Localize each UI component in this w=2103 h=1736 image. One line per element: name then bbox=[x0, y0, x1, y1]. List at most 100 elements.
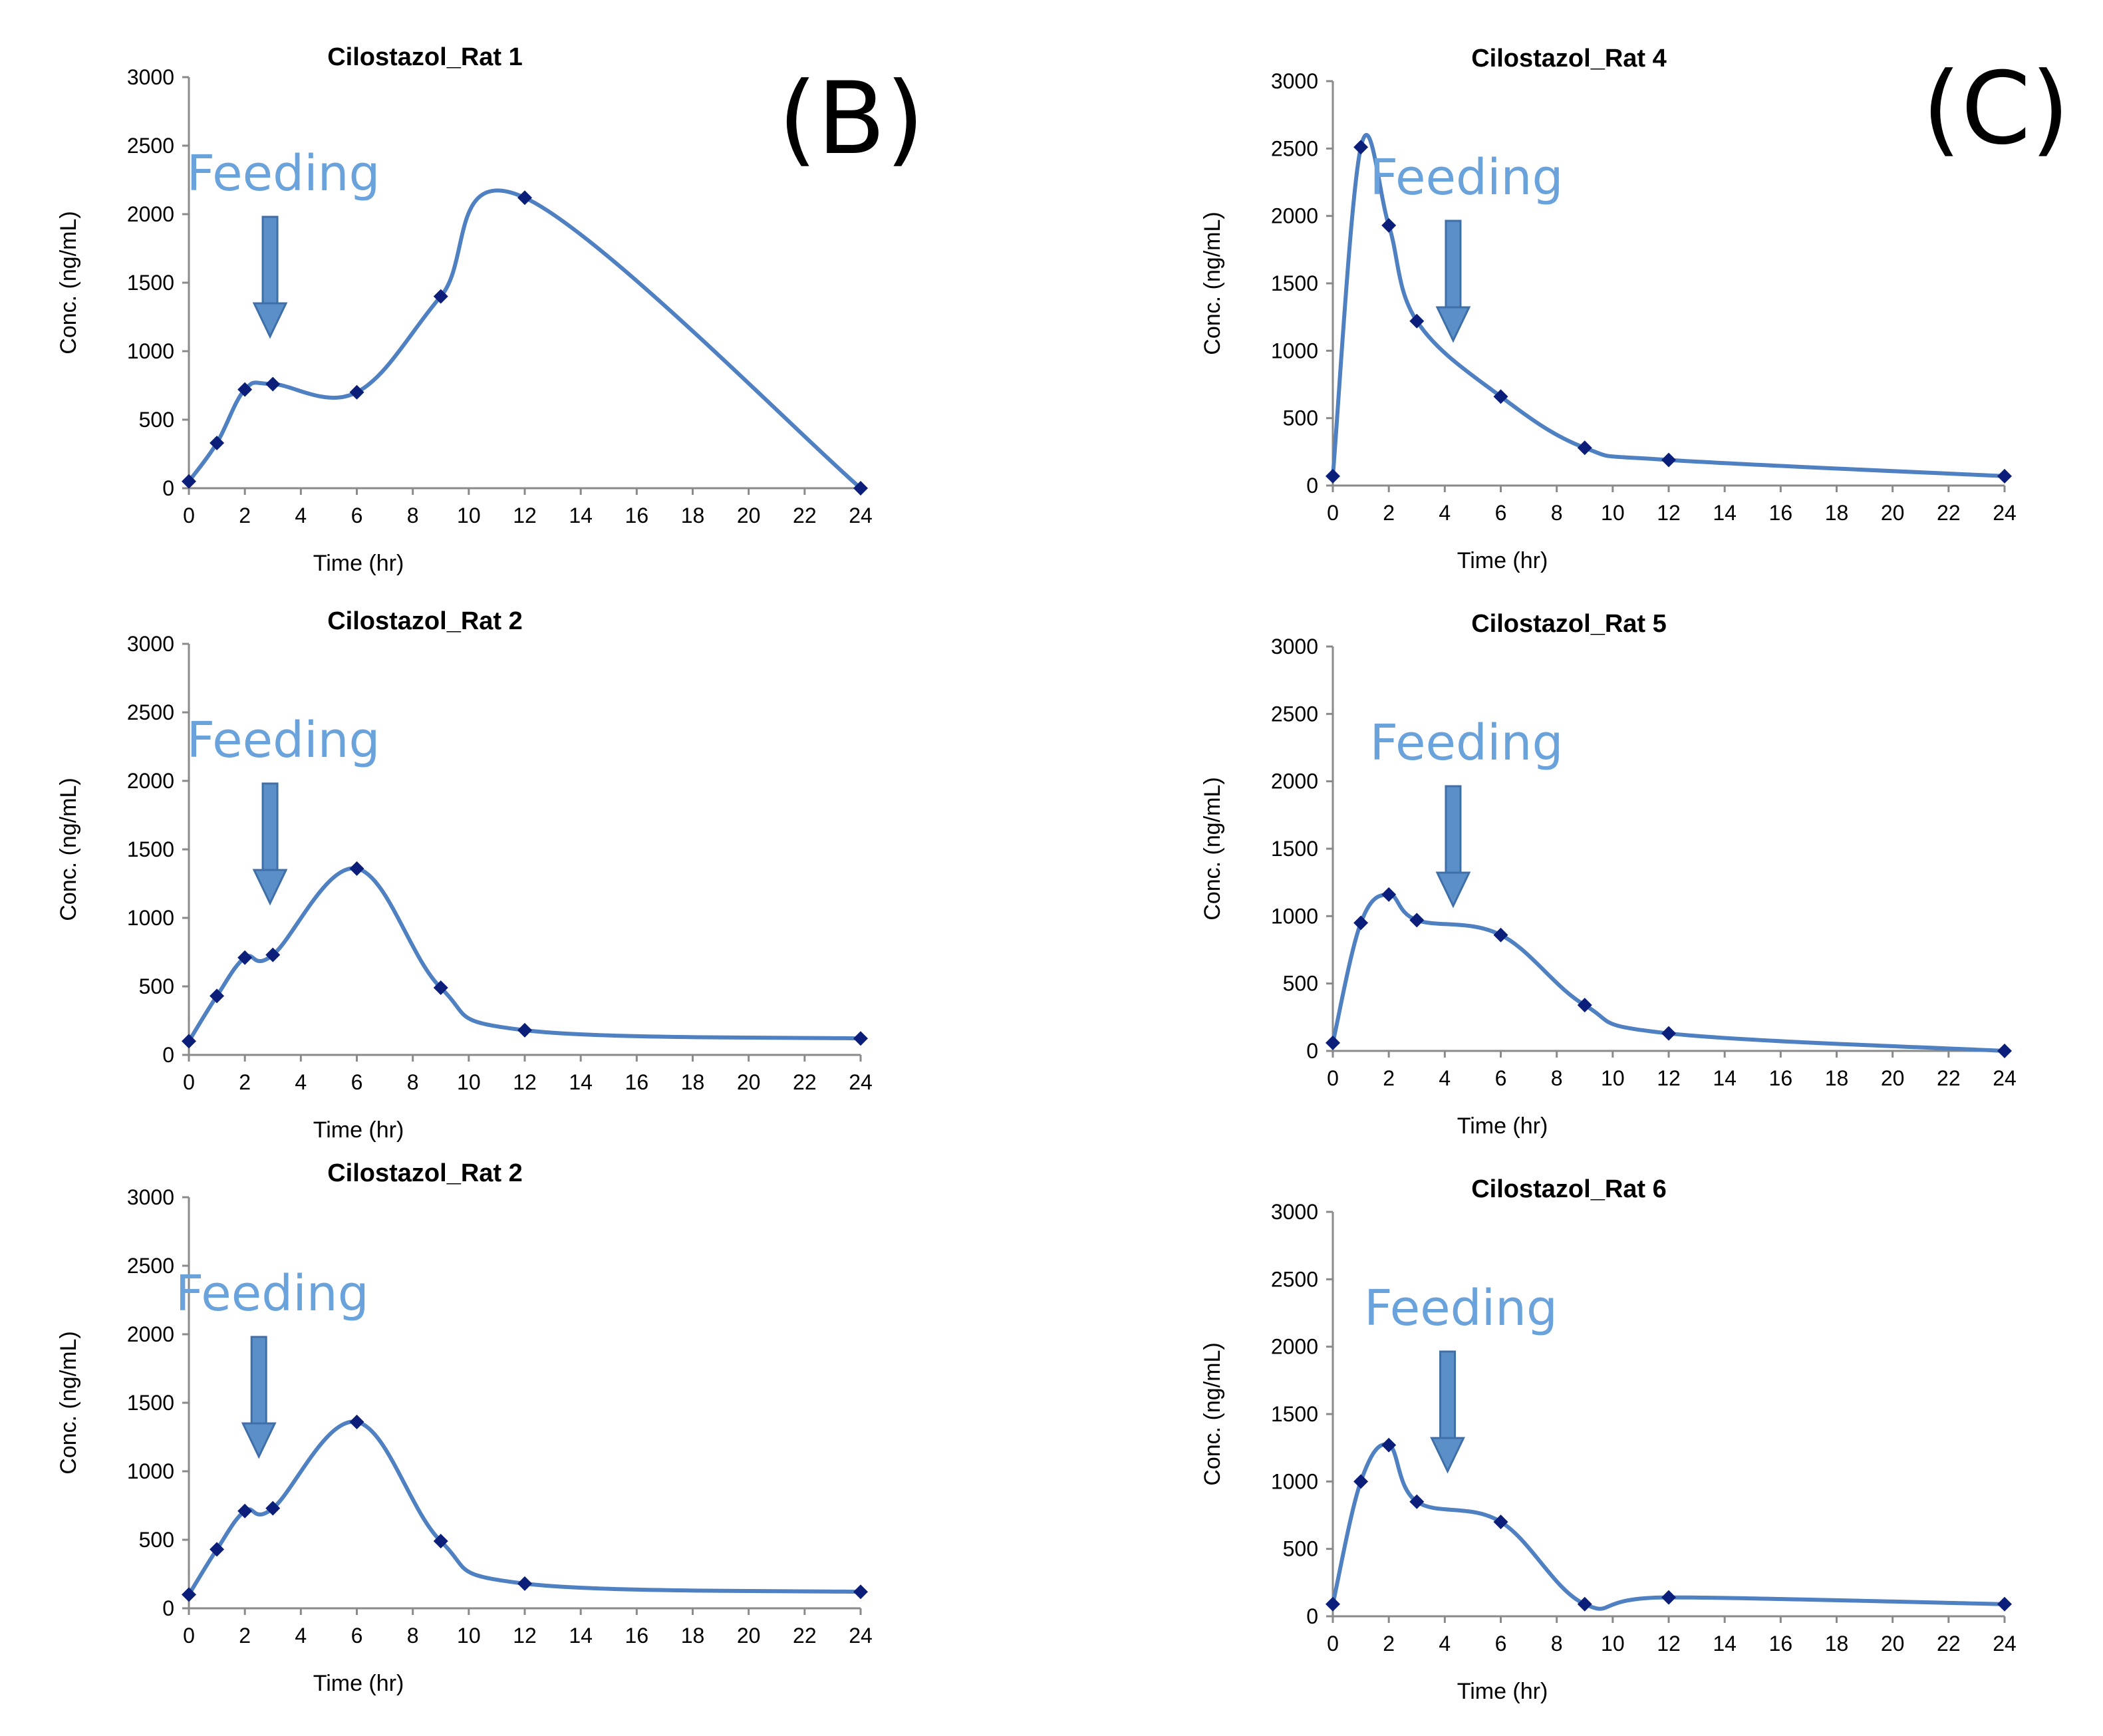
y-tick-label: 2000 bbox=[1271, 770, 1318, 794]
x-tick-label: 12 bbox=[1657, 501, 1681, 525]
y-tick-label: 1000 bbox=[1271, 1469, 1318, 1493]
feeding-label: Feeding bbox=[176, 1265, 369, 1322]
data-point bbox=[1577, 1596, 1592, 1612]
x-tick-label: 14 bbox=[569, 504, 593, 527]
x-tick-label: 16 bbox=[1769, 1632, 1793, 1656]
data-point bbox=[1409, 913, 1425, 928]
x-tick-label: 6 bbox=[351, 1624, 363, 1648]
y-tick-label: 0 bbox=[162, 476, 174, 500]
feeding-label: Feeding bbox=[187, 145, 380, 202]
x-tick-label: 4 bbox=[295, 504, 307, 527]
x-tick-label: 18 bbox=[681, 1624, 705, 1648]
y-tick-label: 1000 bbox=[127, 1459, 174, 1483]
x-tick-label: 0 bbox=[1327, 501, 1339, 525]
x-tick-label: 10 bbox=[457, 1624, 481, 1648]
data-point bbox=[517, 190, 532, 206]
x-tick-label: 18 bbox=[681, 504, 705, 527]
x-tick-label: 22 bbox=[793, 1070, 817, 1094]
data-point bbox=[1326, 1596, 1340, 1612]
chart-4: Cilostazol_Rat 4 0 500 1000 1500 2000 2500 3000… bbox=[1200, 45, 2017, 573]
y-tick-label: 3000 bbox=[1271, 1200, 1318, 1224]
data-point bbox=[433, 289, 448, 304]
data-point bbox=[210, 1542, 225, 1557]
x-tick-label: 18 bbox=[681, 1070, 705, 1094]
series-line bbox=[187, 866, 863, 1044]
x-tick-label: 16 bbox=[625, 1070, 649, 1094]
y-tick-label: 3000 bbox=[1271, 69, 1318, 93]
y-tick-label: 2500 bbox=[127, 700, 174, 724]
x-tick-label: 16 bbox=[1769, 501, 1793, 525]
data-point bbox=[265, 1501, 281, 1516]
y-tick-label: 3000 bbox=[127, 1185, 174, 1209]
x-tick-label: 18 bbox=[1825, 501, 1849, 525]
x-tick-label: 24 bbox=[849, 1624, 873, 1648]
x-axis-label: Time (hr) bbox=[1457, 1113, 1548, 1139]
data-point bbox=[1661, 1590, 1676, 1605]
data-point bbox=[433, 980, 448, 996]
x-tick-label: 8 bbox=[407, 504, 419, 527]
feeding-arrow-shaft bbox=[250, 1336, 267, 1425]
feeding-label: Feeding bbox=[1369, 149, 1563, 206]
x-tick-label: 2 bbox=[1383, 1066, 1395, 1090]
x-tick-label: 10 bbox=[1601, 501, 1625, 525]
x-tick-label: 0 bbox=[183, 504, 195, 527]
x-tick-label: 2 bbox=[1383, 1632, 1395, 1656]
data-point bbox=[1409, 1494, 1425, 1509]
x-tick-label: 6 bbox=[1495, 1066, 1507, 1090]
data-point bbox=[1577, 440, 1592, 456]
x-tick-label: 24 bbox=[1993, 501, 2017, 525]
data-point bbox=[210, 988, 225, 1004]
chart-1: Cilostazol_Rat 1 0 500 1000 1500 2000 2500 3000… bbox=[56, 43, 873, 576]
data-point bbox=[1493, 927, 1508, 942]
x-tick-label: 12 bbox=[1657, 1632, 1681, 1656]
data-point bbox=[433, 1534, 448, 1549]
y-axis-label: Conc. (ng/mL) bbox=[1200, 212, 1225, 355]
x-tick-label: 18 bbox=[1825, 1066, 1849, 1090]
chart-title: Cilostazol_Rat 2 bbox=[327, 1159, 523, 1187]
data-point bbox=[1493, 1515, 1508, 1530]
chart-2: Cilostazol_Rat 2 0 500 1000 1500 2000 2500 3000… bbox=[56, 607, 873, 1143]
y-tick-label: 500 bbox=[139, 974, 174, 998]
feeding-arrow-head bbox=[1435, 871, 1471, 909]
data-point bbox=[1997, 468, 2012, 484]
x-tick-label: 16 bbox=[1769, 1066, 1793, 1090]
y-tick-label: 2000 bbox=[127, 1322, 174, 1346]
x-tick-label: 22 bbox=[793, 1624, 817, 1648]
y-tick-label: 2500 bbox=[127, 1254, 174, 1278]
data-point bbox=[1326, 1035, 1340, 1050]
y-tick-label: 0 bbox=[1306, 1604, 1318, 1628]
y-tick-label: 500 bbox=[139, 1528, 174, 1552]
x-tick-label: 20 bbox=[1881, 501, 1905, 525]
data-point bbox=[349, 861, 364, 876]
x-tick-label: 8 bbox=[407, 1624, 419, 1648]
x-tick-label: 20 bbox=[737, 1070, 761, 1094]
x-tick-label: 4 bbox=[295, 1070, 307, 1094]
x-axis-label: Time (hr) bbox=[1457, 548, 1548, 573]
y-tick-label: 0 bbox=[162, 1043, 174, 1067]
x-tick-label: 22 bbox=[1937, 501, 1961, 525]
data-point bbox=[853, 1031, 868, 1046]
data-point bbox=[1409, 313, 1425, 329]
x-tick-label: 0 bbox=[1327, 1632, 1339, 1656]
y-tick-label: 2500 bbox=[1271, 702, 1318, 726]
x-tick-label: 2 bbox=[1383, 501, 1395, 525]
x-tick-label: 10 bbox=[457, 504, 481, 527]
y-tick-label: 3000 bbox=[127, 632, 174, 656]
data-point bbox=[1661, 1026, 1676, 1041]
y-tick-label: 3000 bbox=[127, 65, 174, 89]
x-tick-label: 14 bbox=[569, 1070, 593, 1094]
chart-title: Cilostazol_Rat 5 bbox=[1471, 610, 1667, 638]
y-tick-label: 1500 bbox=[1271, 271, 1318, 295]
x-tick-label: 20 bbox=[1881, 1632, 1905, 1656]
data-point bbox=[1493, 389, 1508, 404]
x-tick-label: 16 bbox=[625, 1624, 649, 1648]
x-tick-label: 0 bbox=[183, 1070, 195, 1094]
x-tick-label: 8 bbox=[1551, 1632, 1563, 1656]
y-tick-label: 500 bbox=[1283, 1537, 1318, 1561]
data-point bbox=[265, 947, 281, 962]
y-axis-label: Conc. (ng/mL) bbox=[1200, 1342, 1225, 1485]
x-tick-label: 8 bbox=[1551, 1066, 1563, 1090]
x-tick-label: 12 bbox=[513, 1070, 537, 1094]
